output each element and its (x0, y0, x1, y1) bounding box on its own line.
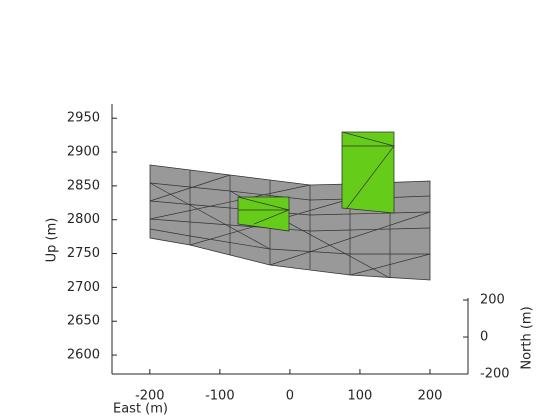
patch-edge (341, 131, 395, 209)
patch (341, 131, 395, 214)
x-tick-label: 200 (418, 389, 443, 404)
y-tick-label: 2800 (67, 212, 100, 227)
y-tick-label: 2700 (67, 280, 100, 295)
mesh-line (349, 253, 431, 276)
z-axis-label: North (m) (520, 306, 535, 369)
mesh-line (149, 184, 311, 220)
x-tick-label: -100 (205, 389, 235, 404)
y-tick-label: 2950 (67, 111, 100, 126)
x-axis-label: East (m) (113, 402, 168, 417)
y-tick-label: 2650 (67, 314, 100, 329)
z-tick-label: -200 (480, 367, 510, 382)
y-tick-label: 2750 (67, 246, 100, 261)
patch-edge (237, 196, 291, 225)
mesh-line (269, 211, 431, 266)
y-tick-label: 2900 (67, 145, 100, 160)
z-tick-label: 0 (480, 330, 488, 345)
x-tick-label: 100 (348, 389, 373, 404)
x-tick-label: 0 (286, 389, 294, 404)
patch (237, 196, 290, 232)
patches (237, 131, 395, 232)
x-tick-label: -200 (135, 389, 165, 404)
mesh-line (149, 182, 271, 250)
y-tick-label: 2850 (67, 178, 100, 193)
mesh-line (149, 174, 231, 202)
z-tick-label: 200 (480, 293, 505, 308)
y-axis-label: Up (m) (45, 218, 60, 263)
y-tick-label: 2600 (67, 348, 100, 363)
